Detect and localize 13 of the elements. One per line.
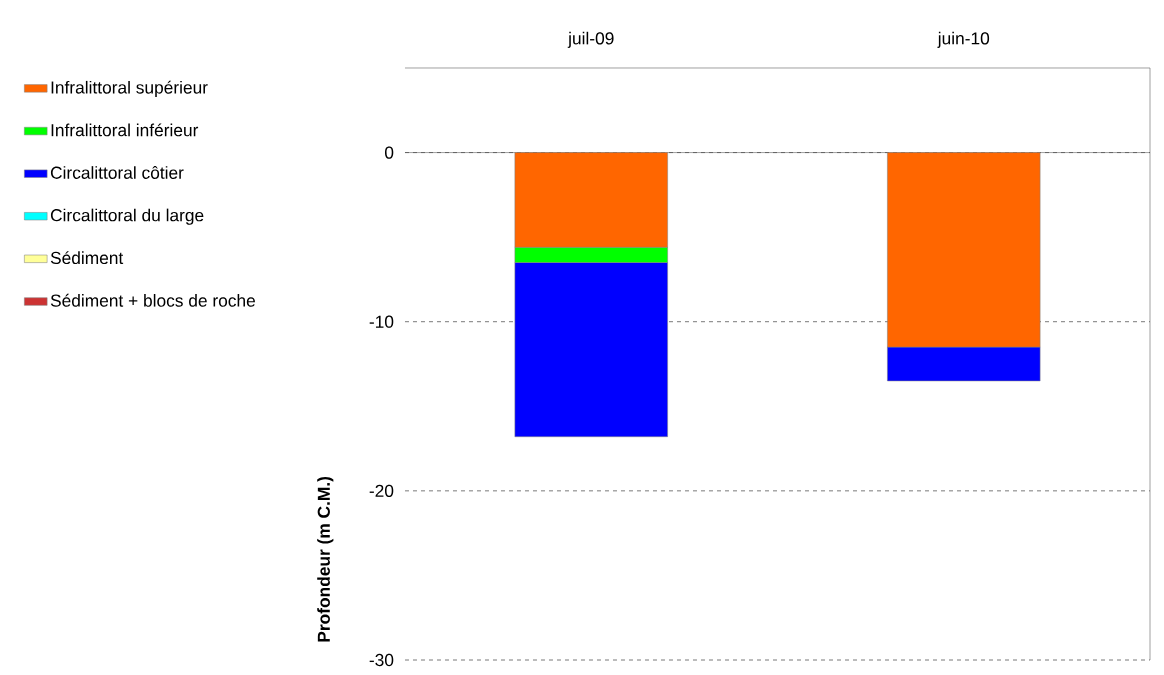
legend-label: Sédiment — [50, 251, 124, 265]
legend-label: Infralittoral inférieur — [51, 123, 199, 137]
legend-label: Circalittoral du large — [50, 208, 204, 225]
y-axis-title: Profondeur (m C.M.) — [317, 476, 334, 642]
legend-label: Infralittoral supérieur — [51, 80, 208, 98]
y-tick-label: 0 — [384, 146, 394, 159]
x-tick-label: juil-09 — [567, 31, 614, 48]
legend-label: Sédiment + blocs de roche — [50, 293, 255, 307]
x-tick-label: juin-10 — [937, 31, 990, 48]
y-tick-label: -10 — [369, 315, 394, 328]
y-tick-label: -30 — [369, 653, 394, 667]
legend-label: Circalittoral côtier — [50, 166, 184, 179]
y-tick-label: -20 — [369, 484, 394, 497]
